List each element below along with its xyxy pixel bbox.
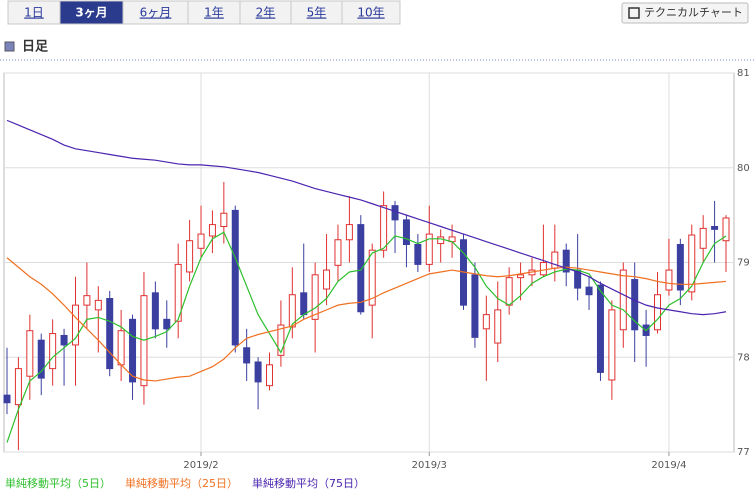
candle-body	[277, 324, 285, 356]
tab-label: 5年	[307, 6, 327, 20]
candle-body	[665, 269, 673, 291]
candle-body	[425, 233, 433, 265]
candle-body	[71, 304, 79, 346]
x-tick-label: 2019/2	[183, 460, 218, 471]
candle-body	[288, 294, 296, 328]
candle-body	[357, 224, 365, 313]
section-icon	[4, 41, 15, 52]
candle-body	[151, 292, 159, 330]
candle-body	[106, 298, 114, 370]
candle-body	[619, 269, 627, 331]
candle-body	[471, 274, 479, 338]
candle-body	[402, 219, 410, 245]
candle-body	[585, 286, 593, 296]
tab[interactable]: 10年	[341, 0, 401, 25]
candle-body	[208, 224, 216, 237]
legend-entry: 単純移動平均（75日）	[252, 476, 365, 490]
tab-frame	[341, 0, 401, 25]
candle-body	[654, 294, 662, 331]
candle-body	[437, 236, 445, 245]
tab-label: 3ヶ月	[75, 6, 107, 20]
candle-body	[94, 299, 102, 311]
candle-body	[3, 394, 11, 404]
candle-body	[117, 330, 125, 366]
candle-body	[368, 249, 376, 306]
candle-body	[186, 240, 194, 273]
candle-body	[596, 284, 604, 373]
candle-body	[197, 233, 205, 249]
ma-line	[6, 231, 727, 443]
button-label: テクニカルチャート	[644, 6, 743, 19]
tab-label: 6ヶ月	[140, 6, 172, 20]
tab[interactable]: 6ヶ月	[122, 0, 189, 25]
candle-body	[300, 292, 308, 316]
candle-body	[49, 333, 57, 370]
candle-body	[391, 205, 399, 221]
candle-body	[539, 262, 547, 276]
candle-body	[631, 279, 639, 331]
candle-body	[608, 309, 616, 381]
tab[interactable]: 2年	[239, 0, 292, 25]
candle-body	[265, 364, 273, 387]
technical-button[interactable]: テクニカルチャート	[621, 2, 749, 24]
candle-body	[482, 314, 490, 330]
candle-body	[254, 361, 262, 383]
tab-label: 1年	[204, 6, 224, 20]
candle-body	[60, 334, 68, 346]
candle-body	[83, 295, 91, 306]
legend-entry: 単純移動平均（25日）	[125, 476, 238, 490]
candle-body	[334, 239, 342, 266]
y-tick-label: 79	[737, 258, 750, 269]
tab-label: 1日	[24, 6, 44, 20]
candle-body	[174, 263, 182, 322]
candle-body	[517, 274, 525, 279]
button-icon	[628, 7, 640, 19]
x-tick-label: 2019/4	[651, 460, 686, 471]
tab-label: 2年	[256, 6, 276, 20]
candle-body	[380, 205, 388, 251]
candle-body	[711, 225, 719, 230]
candle-body	[14, 368, 22, 406]
tab[interactable]: 1日	[7, 0, 61, 25]
tab[interactable]: 1年	[187, 0, 241, 25]
candle-body	[243, 347, 251, 364]
y-tick-label: 80	[737, 163, 750, 174]
legend-entry: 単純移動平均（5日）	[5, 476, 111, 490]
candle-body	[414, 243, 422, 265]
y-tick-label: 81	[737, 68, 750, 79]
x-tick-label: 2019/3	[412, 460, 447, 471]
y-tick-label: 78	[737, 352, 750, 363]
candle-body	[323, 269, 331, 290]
tab[interactable]: 3ヶ月	[59, 0, 124, 25]
candle-body	[220, 212, 228, 227]
candle-body	[676, 243, 684, 291]
ma-line	[6, 119, 727, 316]
candle-body	[345, 224, 353, 241]
section-title: 日足	[22, 40, 49, 55]
candle-body	[494, 309, 502, 344]
candle-body	[722, 217, 730, 242]
candle-body	[37, 339, 45, 379]
candle-body	[699, 227, 707, 249]
candle-body	[231, 209, 239, 346]
candle-body	[163, 318, 171, 330]
candle-body	[26, 330, 34, 377]
candle-body	[688, 234, 696, 293]
candle-body	[311, 274, 319, 320]
button-frame	[621, 2, 749, 24]
tab[interactable]: 5年	[290, 0, 343, 25]
tab-label: 10年	[357, 6, 384, 20]
y-tick-label: 77	[737, 447, 750, 458]
ma-line	[6, 257, 727, 382]
candle-body	[562, 249, 570, 273]
candle-body	[551, 251, 559, 269]
candle-body	[505, 277, 513, 306]
candle-body	[129, 318, 137, 383]
